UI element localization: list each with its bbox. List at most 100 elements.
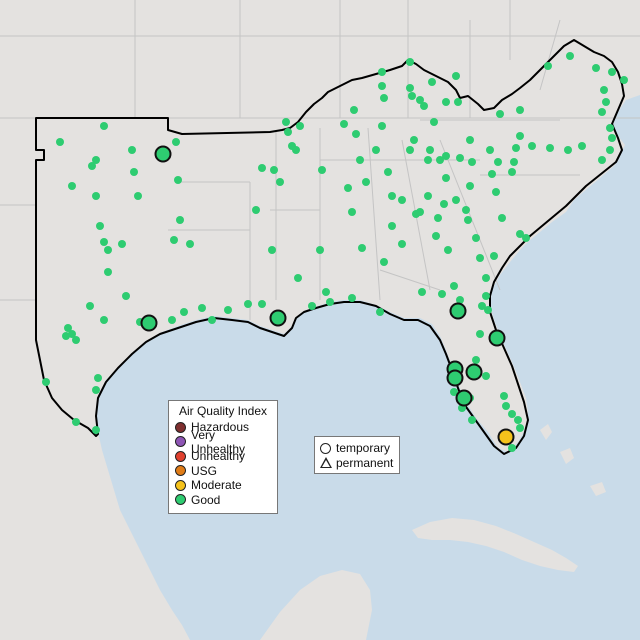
- station-marker-good[interactable]: [494, 158, 502, 166]
- station-marker-good[interactable]: [508, 168, 516, 176]
- station-marker-good[interactable]: [128, 146, 136, 154]
- station-marker-good[interactable]: [372, 146, 380, 154]
- station-marker-good[interactable]: [344, 184, 352, 192]
- station-marker-good[interactable]: [270, 166, 278, 174]
- station-marker-good[interactable]: [416, 96, 424, 104]
- station-marker-good[interactable]: [598, 156, 606, 164]
- station-marker-good[interactable]: [608, 68, 616, 76]
- station-marker-good[interactable]: [428, 78, 436, 86]
- station-marker-good[interactable]: [484, 306, 492, 314]
- station-marker-good[interactable]: [482, 372, 490, 380]
- station-marker-good[interactable]: [438, 290, 446, 298]
- station-marker-good[interactable]: [388, 222, 396, 230]
- station-marker-good[interactable]: [388, 192, 396, 200]
- station-marker-good[interactable]: [452, 196, 460, 204]
- station-marker-good[interactable]: [198, 304, 206, 312]
- station-marker-good[interactable]: [592, 64, 600, 72]
- station-marker-good[interactable]: [72, 336, 80, 344]
- station-marker-good[interactable]: [398, 240, 406, 248]
- station-marker-good[interactable]: [464, 216, 472, 224]
- station-marker-good[interactable]: [564, 146, 572, 154]
- station-marker-good[interactable]: [284, 128, 292, 136]
- station-marker-good[interactable]: [384, 168, 392, 176]
- station-marker-good[interactable]: [486, 146, 494, 154]
- station-marker-good[interactable]: [42, 378, 50, 386]
- station-marker-good[interactable]: [100, 238, 108, 246]
- station-marker-good[interactable]: [356, 156, 364, 164]
- station-marker-good[interactable]: [514, 416, 522, 424]
- station-marker-good[interactable]: [606, 146, 614, 154]
- temporary-station-marker-good[interactable]: [449, 302, 467, 320]
- station-marker-good[interactable]: [88, 162, 96, 170]
- station-marker-good[interactable]: [450, 388, 458, 396]
- station-marker-good[interactable]: [72, 418, 80, 426]
- station-marker-good[interactable]: [224, 306, 232, 314]
- station-marker-good[interactable]: [500, 392, 508, 400]
- temporary-station-marker-moderate[interactable]: [497, 428, 515, 446]
- station-marker-good[interactable]: [424, 156, 432, 164]
- station-marker-good[interactable]: [104, 268, 112, 276]
- station-marker-good[interactable]: [598, 108, 606, 116]
- station-marker-good[interactable]: [528, 142, 536, 150]
- station-marker-good[interactable]: [432, 232, 440, 240]
- station-marker-good[interactable]: [118, 240, 126, 248]
- station-marker-good[interactable]: [482, 274, 490, 282]
- station-marker-good[interactable]: [358, 244, 366, 252]
- station-marker-good[interactable]: [172, 138, 180, 146]
- station-marker-good[interactable]: [348, 294, 356, 302]
- station-marker-good[interactable]: [316, 246, 324, 254]
- station-marker-good[interactable]: [62, 332, 70, 340]
- station-marker-good[interactable]: [510, 158, 518, 166]
- station-marker-good[interactable]: [466, 182, 474, 190]
- station-marker-good[interactable]: [440, 200, 448, 208]
- station-marker-good[interactable]: [282, 118, 290, 126]
- temporary-station-marker-good[interactable]: [446, 369, 464, 387]
- station-marker-good[interactable]: [492, 188, 500, 196]
- station-marker-good[interactable]: [186, 240, 194, 248]
- station-marker-good[interactable]: [352, 130, 360, 138]
- station-marker-good[interactable]: [322, 288, 330, 296]
- station-marker-good[interactable]: [472, 356, 480, 364]
- station-marker-good[interactable]: [174, 176, 182, 184]
- station-marker-good[interactable]: [606, 124, 614, 132]
- station-marker-good[interactable]: [416, 208, 424, 216]
- station-marker-good[interactable]: [472, 234, 480, 242]
- station-marker-good[interactable]: [490, 252, 498, 260]
- station-marker-good[interactable]: [296, 122, 304, 130]
- station-marker-good[interactable]: [268, 246, 276, 254]
- station-marker-good[interactable]: [406, 146, 414, 154]
- station-marker-good[interactable]: [566, 52, 574, 60]
- station-marker-good[interactable]: [378, 82, 386, 90]
- station-marker-good[interactable]: [130, 168, 138, 176]
- station-marker-good[interactable]: [406, 58, 414, 66]
- station-marker-good[interactable]: [602, 98, 610, 106]
- station-marker-good[interactable]: [450, 282, 458, 290]
- station-marker-good[interactable]: [104, 246, 112, 254]
- station-marker-good[interactable]: [410, 136, 418, 144]
- station-marker-good[interactable]: [508, 410, 516, 418]
- station-marker-good[interactable]: [176, 216, 184, 224]
- station-marker-good[interactable]: [92, 426, 100, 434]
- station-marker-good[interactable]: [478, 302, 486, 310]
- station-marker-good[interactable]: [456, 154, 464, 162]
- station-marker-good[interactable]: [308, 302, 316, 310]
- station-marker-good[interactable]: [378, 122, 386, 130]
- station-marker-good[interactable]: [100, 122, 108, 130]
- station-marker-good[interactable]: [56, 138, 64, 146]
- station-marker-good[interactable]: [620, 76, 628, 84]
- station-marker-good[interactable]: [418, 288, 426, 296]
- station-marker-good[interactable]: [68, 182, 76, 190]
- station-marker-good[interactable]: [498, 214, 506, 222]
- station-marker-good[interactable]: [468, 416, 476, 424]
- station-marker-good[interactable]: [168, 316, 176, 324]
- station-marker-good[interactable]: [578, 142, 586, 150]
- station-marker-good[interactable]: [134, 192, 142, 200]
- station-marker-good[interactable]: [600, 86, 608, 94]
- station-marker-good[interactable]: [522, 234, 530, 242]
- station-marker-good[interactable]: [276, 178, 284, 186]
- station-marker-good[interactable]: [466, 136, 474, 144]
- station-marker-good[interactable]: [452, 72, 460, 80]
- station-marker-good[interactable]: [208, 316, 216, 324]
- station-marker-good[interactable]: [476, 254, 484, 262]
- station-marker-good[interactable]: [376, 308, 384, 316]
